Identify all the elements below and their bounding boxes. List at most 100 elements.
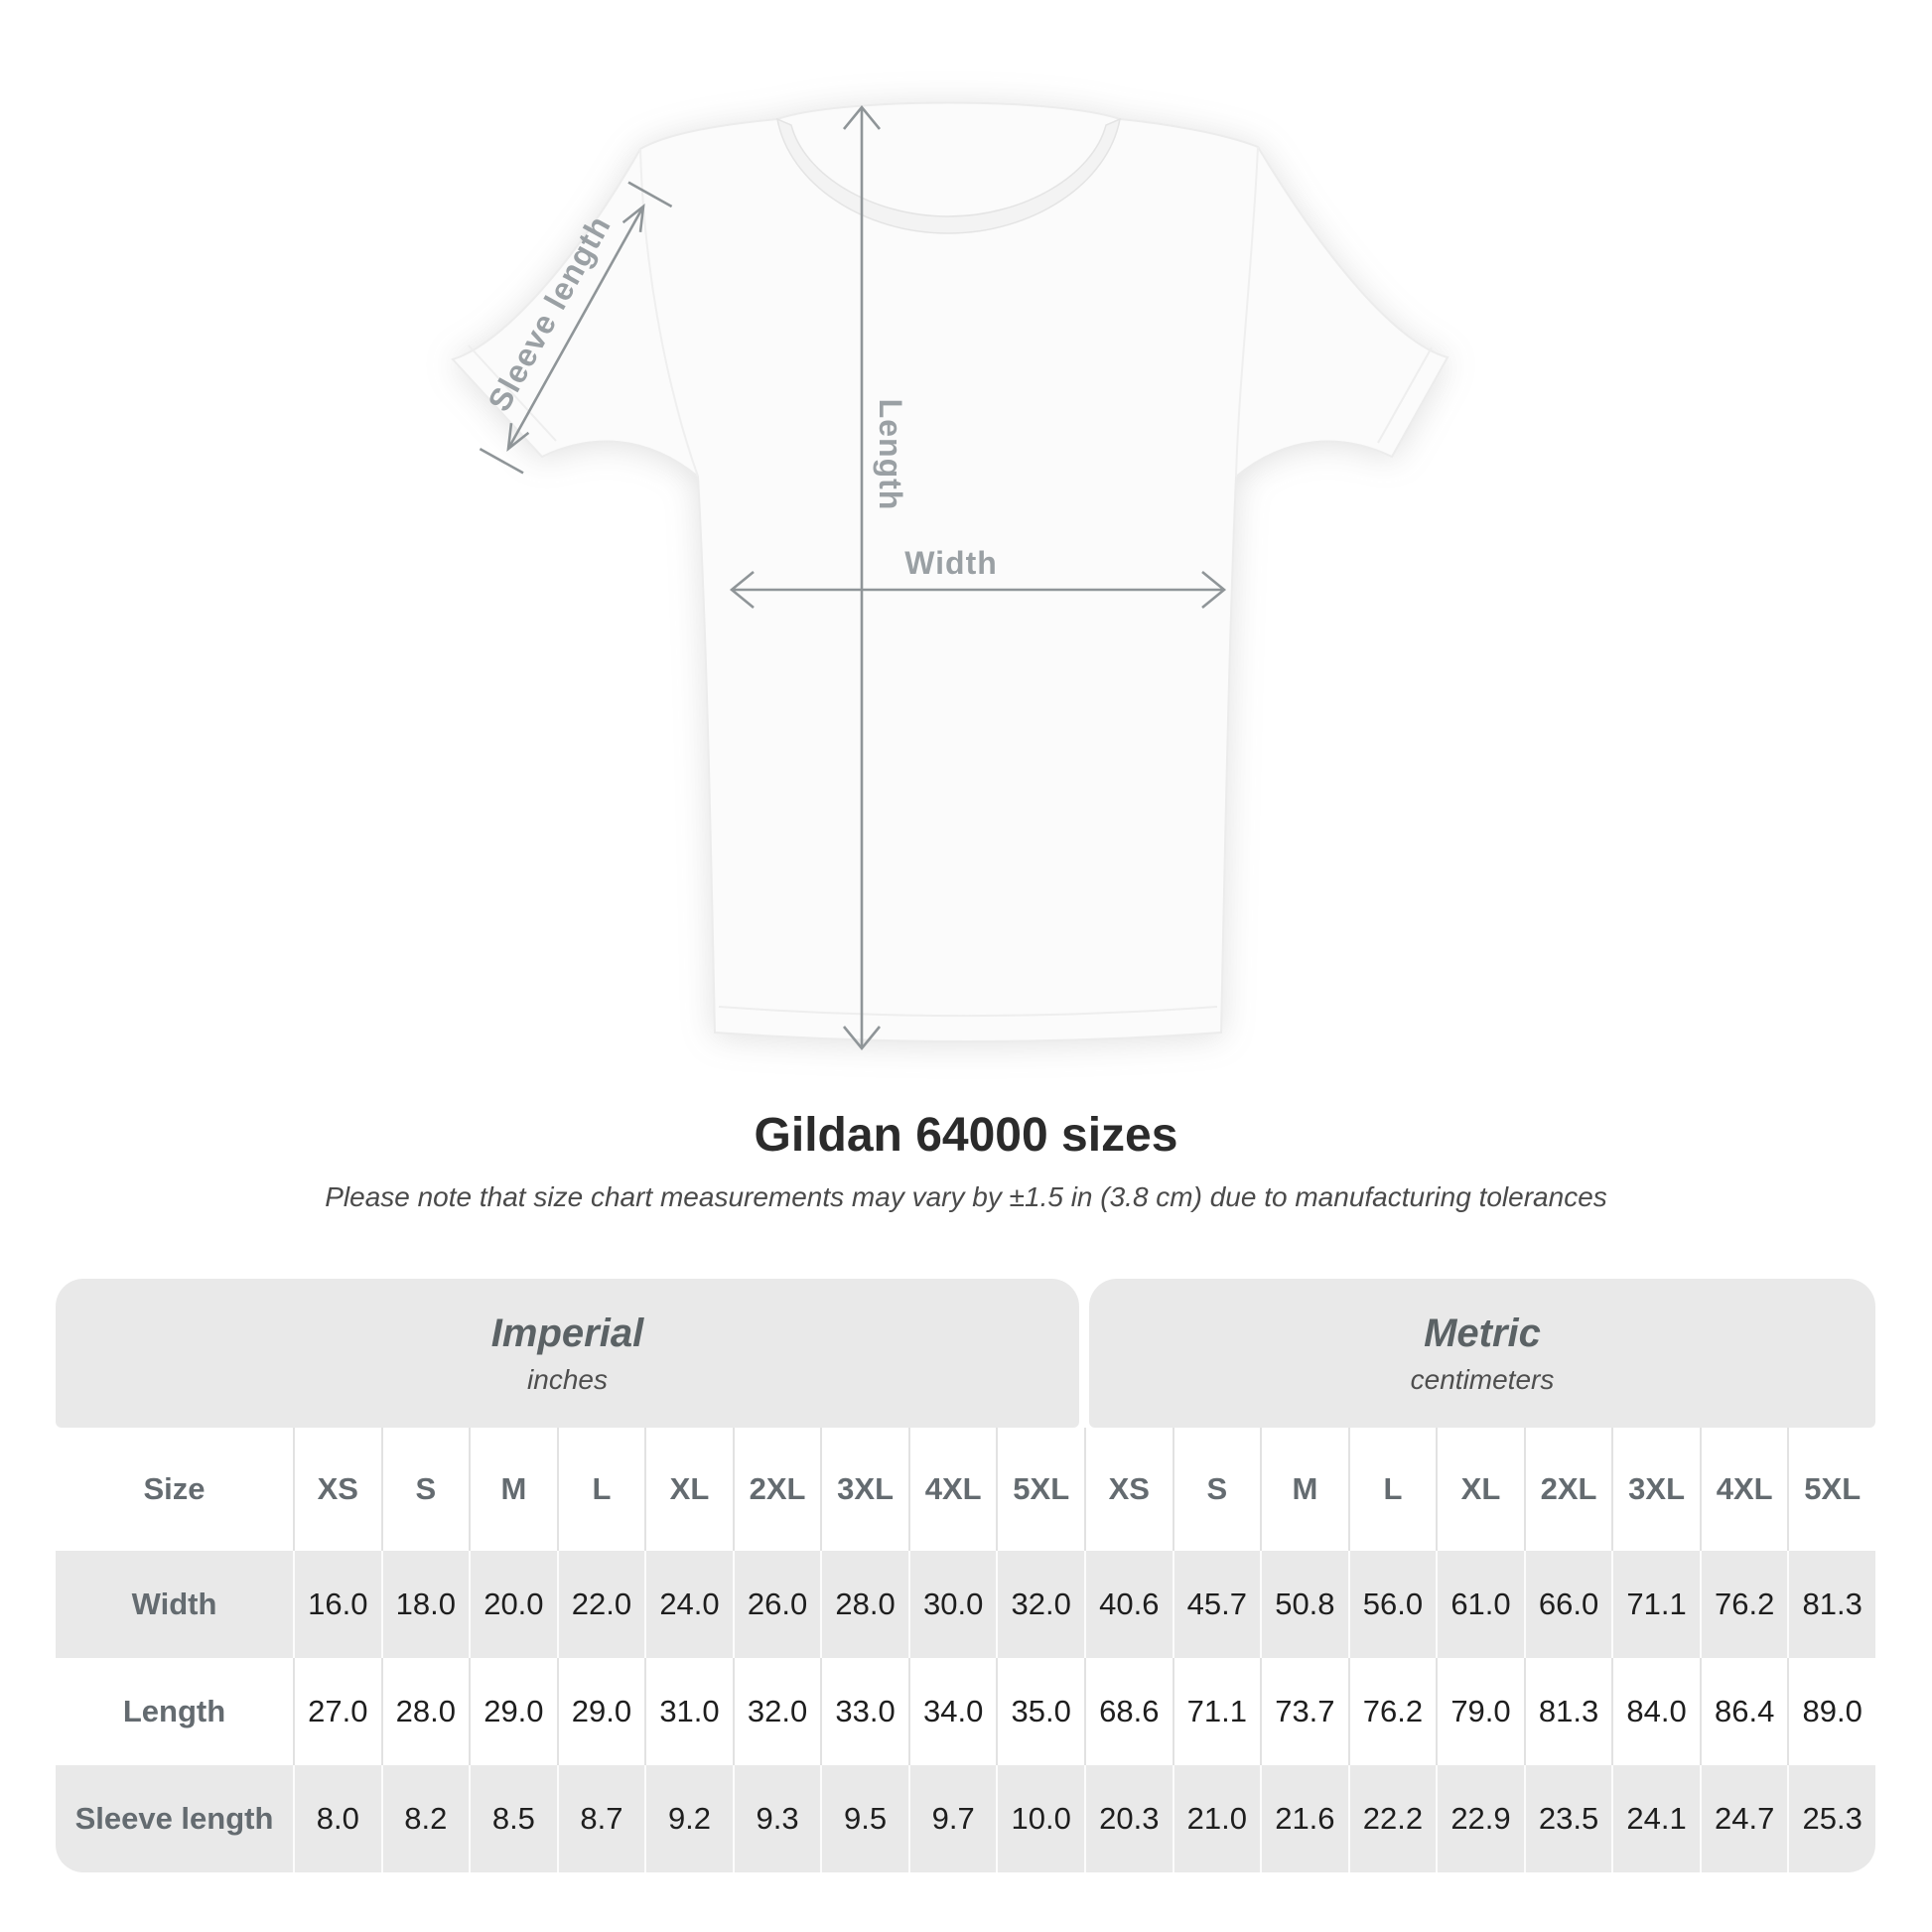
size-column-header: Size xyxy=(143,1471,206,1506)
value-metric: 22.2 xyxy=(1347,1765,1437,1872)
value-imperial: 29.0 xyxy=(556,1658,645,1765)
row-label: Length xyxy=(122,1694,226,1728)
value-imperial: 30.0 xyxy=(907,1551,997,1658)
size-header-metric-4xl: 4XL xyxy=(1699,1428,1788,1551)
page-title: Gildan 64000 sizes xyxy=(754,1109,1178,1162)
right-sleeve-seam xyxy=(1235,146,1259,478)
value-imperial: 32.0 xyxy=(732,1658,821,1765)
value-imperial: 10.0 xyxy=(996,1765,1084,1872)
value-metric: 71.1 xyxy=(1172,1658,1261,1765)
length-label: Length xyxy=(873,399,908,511)
left-sleeve-seam xyxy=(639,148,699,478)
value-metric: 79.0 xyxy=(1436,1658,1524,1765)
value-imperial: 18.0 xyxy=(380,1551,470,1658)
value-metric: 45.7 xyxy=(1172,1551,1261,1658)
metric-unit-label: centimeters xyxy=(1410,1363,1555,1395)
value-metric: 25.3 xyxy=(1787,1765,1875,1872)
value-imperial: 32.0 xyxy=(996,1551,1084,1658)
size-table-body: Width 16.0 18.0 20.0 22.0 24.0 26.0 28.0 30.0 32.… xyxy=(56,1551,1875,1872)
value-metric: 50.8 xyxy=(1260,1551,1348,1658)
metric-label: Metric xyxy=(1424,1311,1541,1355)
imperial-header-block: Imperial inches xyxy=(56,1279,1079,1428)
size-header-metric-s: S xyxy=(1172,1428,1261,1551)
table-row-length: Length 27.0 28.0 29.0 29.0 31.0 32.0 33.0 34.0 35… xyxy=(56,1658,1875,1765)
value-imperial: 24.0 xyxy=(644,1551,733,1658)
hem-stitch xyxy=(718,1006,1218,1017)
value-metric: 24.7 xyxy=(1699,1765,1788,1872)
value-metric: 21.6 xyxy=(1260,1765,1348,1872)
value-metric: 21.0 xyxy=(1172,1765,1261,1872)
value-metric: 22.9 xyxy=(1436,1765,1524,1872)
value-imperial: 35.0 xyxy=(996,1658,1084,1765)
size-header-metric-xl: XL xyxy=(1436,1428,1524,1551)
value-imperial: 9.5 xyxy=(820,1765,908,1872)
size-header-imperial-xs: XS xyxy=(293,1428,381,1551)
value-imperial: 9.3 xyxy=(732,1765,821,1872)
metric-header-block: Metric centimeters xyxy=(1089,1279,1875,1428)
size-header-metric-3xl: 3XL xyxy=(1611,1428,1700,1551)
value-metric: 86.4 xyxy=(1699,1658,1788,1765)
value-imperial: 9.7 xyxy=(907,1765,997,1872)
value-imperial: 28.0 xyxy=(380,1658,470,1765)
tshirt-figure: Width Length Sleeve length xyxy=(451,101,1449,1051)
length-arrow xyxy=(842,104,882,1051)
value-metric: 40.6 xyxy=(1084,1551,1173,1658)
size-header-imperial-xl: XL xyxy=(644,1428,733,1551)
right-cuff-stitch xyxy=(1377,346,1433,444)
size-header-metric-l: L xyxy=(1347,1428,1437,1551)
width-label: Width xyxy=(904,545,998,581)
value-imperial: 8.0 xyxy=(293,1765,381,1872)
value-metric: 66.0 xyxy=(1523,1551,1612,1658)
sleeve-length-arrow xyxy=(479,181,673,475)
value-imperial: 8.2 xyxy=(380,1765,470,1872)
imperial-label: Imperial xyxy=(490,1311,644,1355)
value-imperial: 26.0 xyxy=(732,1551,821,1658)
size-header-imperial-s: S xyxy=(380,1428,470,1551)
value-imperial: 22.0 xyxy=(556,1551,645,1658)
row-label: Sleeve length xyxy=(74,1801,274,1836)
value-metric: 81.3 xyxy=(1523,1658,1612,1765)
value-imperial: 29.0 xyxy=(469,1658,557,1765)
tshirt-body xyxy=(451,101,1449,1042)
value-imperial: 16.0 xyxy=(293,1551,381,1658)
left-cuff-stitch xyxy=(468,345,557,442)
size-header-imperial-m: M xyxy=(469,1428,557,1551)
value-imperial: 9.2 xyxy=(644,1765,733,1872)
value-metric: 68.6 xyxy=(1084,1658,1173,1765)
value-metric: 23.5 xyxy=(1523,1765,1612,1872)
unit-group-header: Imperial inches Metric centimeters xyxy=(56,1279,1875,1428)
size-header-imperial-2xl: 2XL xyxy=(732,1428,821,1551)
size-header-imperial-4xl: 4XL xyxy=(907,1428,997,1551)
row-label: Width xyxy=(131,1587,217,1621)
size-header-imperial-5xl: 5XL xyxy=(996,1428,1084,1551)
value-imperial: 33.0 xyxy=(820,1658,908,1765)
value-metric: 61.0 xyxy=(1436,1551,1524,1658)
size-header-row: Size XS S M L XL 2XL 3XL 4XL 5XL XS S M L XL 2XL 3XL 4XL 5… xyxy=(56,1428,1875,1551)
size-header-imperial-l: L xyxy=(556,1428,645,1551)
table-row-sleeve-length: Sleeve length 8.0 8.2 8.5 8.7 9.2 9.3 9.5 9.7 10.… xyxy=(56,1765,1875,1872)
value-metric: 71.1 xyxy=(1611,1551,1700,1658)
imperial-unit-label: inches xyxy=(527,1363,608,1395)
value-imperial: 8.5 xyxy=(469,1765,557,1872)
size-header-metric-2xl: 2XL xyxy=(1523,1428,1612,1551)
value-metric: 20.3 xyxy=(1084,1765,1173,1872)
value-metric: 24.1 xyxy=(1611,1765,1700,1872)
size-table: Imperial inches Metric centimeters Size X… xyxy=(56,1279,1875,1872)
value-metric: 73.7 xyxy=(1260,1658,1348,1765)
width-arrow xyxy=(729,570,1227,610)
value-metric: 56.0 xyxy=(1347,1551,1437,1658)
value-metric: 84.0 xyxy=(1611,1658,1700,1765)
size-header-metric-5xl: 5XL xyxy=(1787,1428,1875,1551)
value-metric: 89.0 xyxy=(1787,1658,1875,1765)
table-row-width: Width 16.0 18.0 20.0 22.0 24.0 26.0 28.0 30.0 32.… xyxy=(56,1551,1875,1658)
value-imperial: 31.0 xyxy=(644,1658,733,1765)
size-header-imperial-3xl: 3XL xyxy=(820,1428,908,1551)
tolerance-note: Please note that size chart measurements… xyxy=(325,1181,1607,1212)
value-imperial: 27.0 xyxy=(293,1658,381,1765)
value-metric: 76.2 xyxy=(1699,1551,1788,1658)
value-imperial: 20.0 xyxy=(469,1551,557,1658)
value-metric: 81.3 xyxy=(1787,1551,1875,1658)
size-header-metric-xs: XS xyxy=(1084,1428,1173,1551)
value-metric: 76.2 xyxy=(1347,1658,1437,1765)
